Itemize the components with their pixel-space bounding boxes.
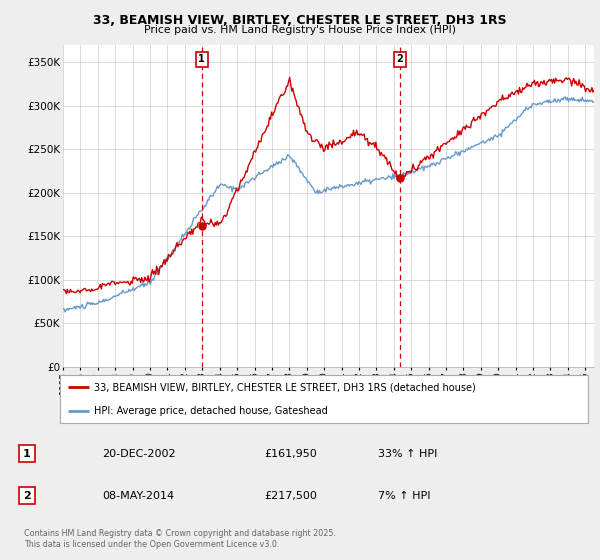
Text: Price paid vs. HM Land Registry's House Price Index (HPI): Price paid vs. HM Land Registry's House … — [144, 25, 456, 35]
Text: 2: 2 — [397, 54, 403, 64]
Text: 20-DEC-2002: 20-DEC-2002 — [102, 449, 176, 459]
Text: HPI: Average price, detached house, Gateshead: HPI: Average price, detached house, Gate… — [94, 406, 328, 416]
Text: £217,500: £217,500 — [264, 491, 317, 501]
Text: 33, BEAMISH VIEW, BIRTLEY, CHESTER LE STREET, DH3 1RS: 33, BEAMISH VIEW, BIRTLEY, CHESTER LE ST… — [93, 14, 507, 27]
Text: £161,950: £161,950 — [264, 449, 317, 459]
Text: 33, BEAMISH VIEW, BIRTLEY, CHESTER LE STREET, DH3 1RS (detached house): 33, BEAMISH VIEW, BIRTLEY, CHESTER LE ST… — [94, 382, 476, 392]
Text: Contains HM Land Registry data © Crown copyright and database right 2025.
This d: Contains HM Land Registry data © Crown c… — [24, 529, 336, 549]
Text: 7% ↑ HPI: 7% ↑ HPI — [378, 491, 431, 501]
Text: 1: 1 — [199, 54, 205, 64]
Text: 08-MAY-2014: 08-MAY-2014 — [102, 491, 174, 501]
Text: 2: 2 — [23, 491, 31, 501]
Text: 1: 1 — [23, 449, 31, 459]
Text: 33% ↑ HPI: 33% ↑ HPI — [378, 449, 437, 459]
